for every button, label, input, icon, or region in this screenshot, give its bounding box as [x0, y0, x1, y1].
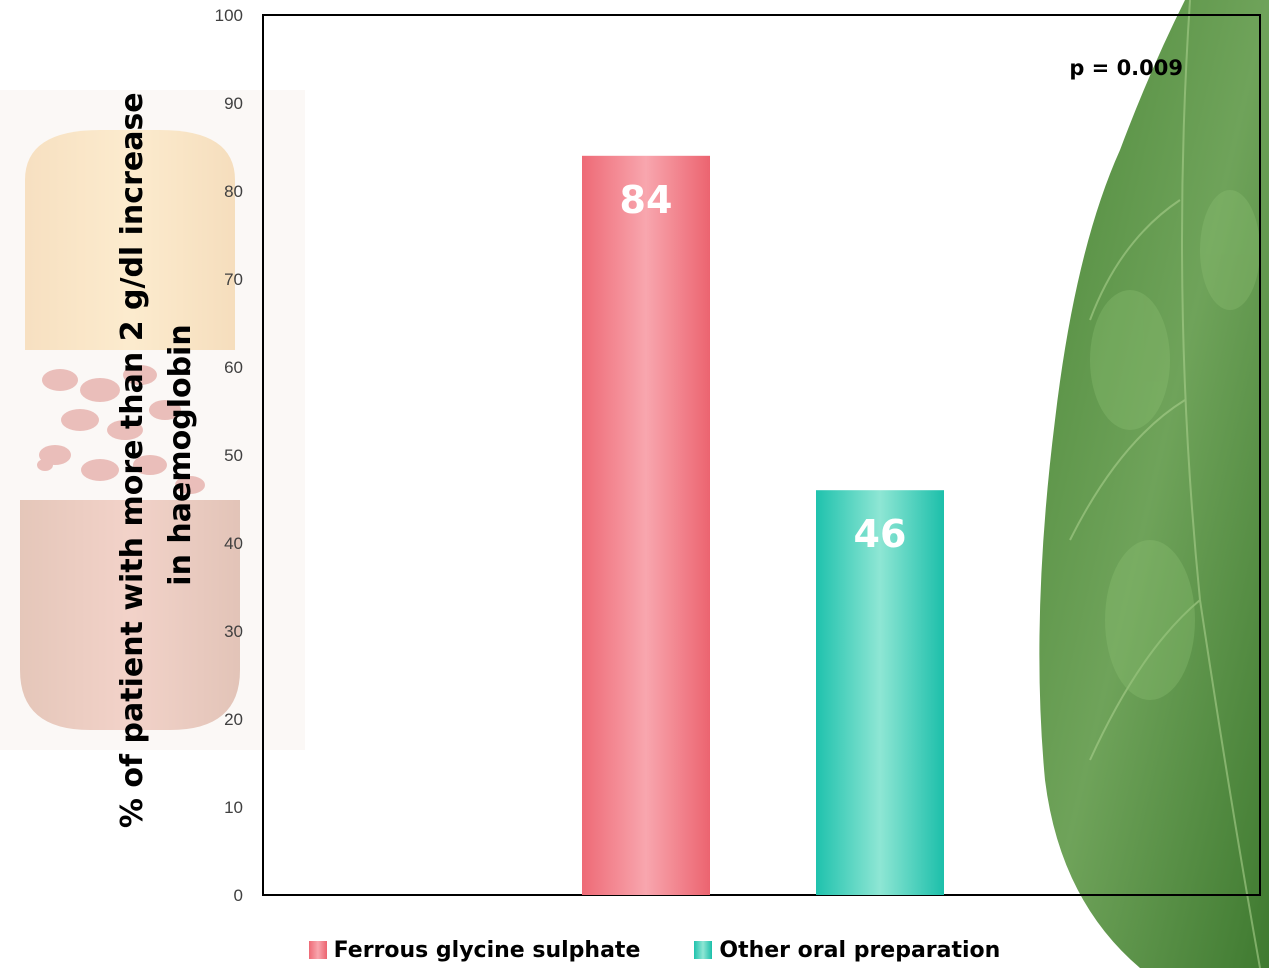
data-labels: 84 46	[620, 178, 907, 556]
y-tick-label: 90	[224, 94, 243, 113]
legend-label-ferrous: Ferrous glycine sulphate	[333, 937, 641, 963]
y-tick-label: 30	[224, 622, 243, 641]
y-tick-label: 80	[224, 182, 243, 201]
y-axis-title-line-2: in haemoglobin	[163, 324, 198, 585]
bar-ferrous-glycine-sulphate	[582, 155, 710, 896]
legend-item-other: Other oral preparation	[694, 934, 1000, 966]
y-axis-ticks: 0 10 20 30 40 50 60 70 80 90 100	[215, 6, 243, 905]
p-value-annotation: p = 0.009	[1069, 56, 1183, 80]
legend-item-ferrous: Ferrous glycine sulphate	[308, 934, 641, 966]
y-tick-label: 60	[224, 358, 243, 377]
y-tick-label: 40	[224, 534, 243, 553]
y-tick-label: 50	[224, 446, 243, 465]
bar-value-label: 84	[620, 178, 673, 222]
legend-label-other: Other oral preparation	[719, 937, 1001, 963]
y-tick-label: 0	[234, 886, 243, 905]
y-axis-title: % of patient with more than 2 g/dl incre…	[115, 82, 198, 828]
leaf-icon	[1039, 0, 1269, 968]
legend-swatch-ferrous	[308, 941, 327, 959]
bar-other-oral-preparation	[816, 490, 944, 895]
y-tick-label: 100	[215, 6, 243, 25]
legend: Ferrous glycine sulphate Other oral prep…	[0, 934, 1269, 966]
bars	[582, 155, 944, 896]
plot-area	[262, 14, 1261, 896]
y-tick-label: 70	[224, 270, 243, 289]
capsule-icon	[0, 90, 305, 750]
bar-value-label: 46	[854, 512, 907, 556]
y-axis-title-line-1: % of patient with more than 2 g/dl incre…	[115, 92, 150, 828]
y-tick-label: 20	[224, 710, 243, 729]
legend-swatch-other	[694, 941, 713, 959]
y-tick-label: 10	[224, 798, 243, 817]
